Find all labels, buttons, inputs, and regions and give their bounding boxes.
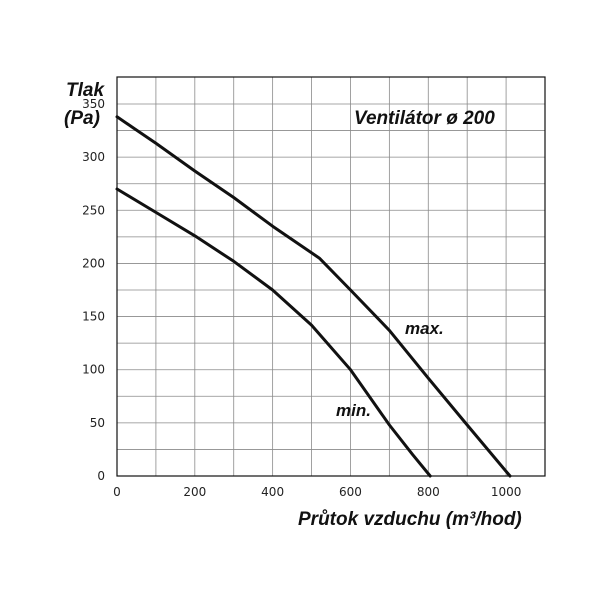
y-axis-label-line1: Tlak	[66, 80, 105, 101]
series-label-max: max.	[405, 319, 444, 338]
curves	[115, 115, 512, 478]
x-tick-label: 800	[417, 485, 440, 499]
x-tick-label: 0	[113, 485, 121, 499]
x-axis-label: Průtok vzduchu (m³/hod)	[298, 509, 522, 530]
y-tick-label: 350	[82, 97, 105, 111]
y-axis-label-line2: (Pa)	[64, 108, 100, 129]
series-label-min: min.	[336, 401, 371, 420]
y-tick-label: 100	[82, 363, 105, 377]
y-tick-label: 50	[90, 416, 105, 430]
y-tick-label: 250	[82, 203, 105, 217]
series-line-min	[115, 187, 432, 478]
plot-frame	[116, 76, 546, 477]
y-tick-label: 0	[97, 469, 105, 483]
y-tick-label: 200	[82, 256, 105, 270]
y-tick-label: 150	[82, 310, 105, 324]
x-tick-label: 1000	[491, 485, 522, 499]
x-tick-label: 600	[339, 485, 362, 499]
y-tick-label: 300	[82, 150, 105, 164]
grid	[117, 77, 545, 476]
chart-title: Ventilátor ø 200	[354, 108, 495, 129]
x-tick-label: 200	[183, 485, 206, 499]
series-line-max	[115, 115, 512, 478]
x-tick-label: 400	[261, 485, 284, 499]
tick-labels: 0 200 400 600 800 1000 0 50 100 150 200 250 300 350	[82, 97, 521, 499]
